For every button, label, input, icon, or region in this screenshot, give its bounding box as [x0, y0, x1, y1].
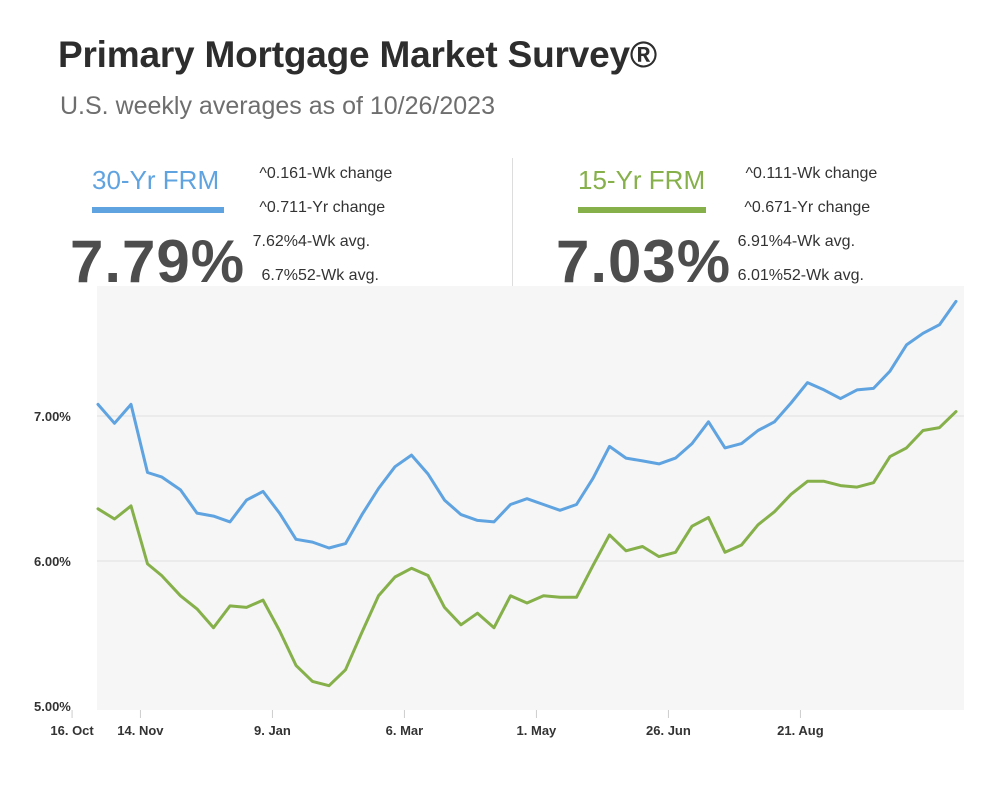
x-tick-label: 6. Mar	[386, 723, 424, 738]
stats-15yr: 1-Wk change ^0.11 1-Yr change ^0.67 4-Wk…	[738, 165, 962, 285]
y-tick-label: 5.00%	[34, 699, 71, 714]
y-tick-label: 6.00%	[34, 554, 71, 569]
stat-label: 1-Yr change	[783, 199, 871, 216]
stats-30yr: 1-Wk change ^0.16 1-Yr change ^0.71 4-Wk…	[253, 165, 476, 285]
rate-block-30yr: 30-Yr FRM 7.79%	[70, 165, 292, 295]
divider	[512, 158, 513, 286]
stat-value: 6.01%	[737, 267, 783, 284]
stat-value: 6.91%	[737, 233, 783, 250]
stat-label: 1-Wk change	[298, 165, 393, 182]
x-tick-label: 14. Nov	[117, 723, 164, 738]
rate-color-bar-15yr	[578, 207, 706, 213]
series-line-30yr	[96, 299, 958, 550]
rate-label-15yr: 15-Yr FRM	[578, 165, 706, 195]
rate-label-30yr: 30-Yr FRM	[92, 165, 220, 195]
stat-value: 6.7%	[261, 267, 298, 284]
stat-value: ^0.71	[259, 199, 298, 216]
rate-value-30yr: 7.79%	[70, 228, 246, 295]
page-subtitle: U.S. weekly averages as of 10/26/2023	[60, 92, 495, 120]
page-title: Primary Mortgage Market Survey®	[58, 34, 657, 75]
y-tick-label: 7.00%	[34, 409, 71, 424]
stat-value: 7.62%	[252, 233, 298, 250]
stat-label: 1-Yr change	[298, 199, 386, 216]
rate-color-bar-30yr	[92, 207, 224, 213]
series-line-15yr	[96, 410, 958, 688]
x-tick-label: 1. May	[517, 723, 558, 738]
stat-label: 1-Wk change	[783, 165, 878, 182]
stat-label: 4-Wk avg.	[783, 233, 856, 250]
stat-label: 52-Wk avg.	[298, 267, 379, 284]
x-tick-label: 21. Aug	[777, 723, 824, 738]
stat-value: ^0.11	[745, 165, 783, 182]
x-tick-label: 16. Oct	[50, 723, 94, 738]
plot-area	[97, 286, 964, 710]
stat-label: 4-Wk avg.	[298, 233, 371, 250]
stat-value: ^0.16	[259, 165, 298, 182]
rate-value-15yr: 7.03%	[556, 228, 732, 295]
x-tick-label: 9. Jan	[254, 723, 291, 738]
rate-block-15yr: 15-Yr FRM 7.03%	[556, 165, 778, 295]
x-tick-label: 26. Jun	[646, 723, 691, 738]
stat-label: 52-Wk avg.	[783, 267, 864, 284]
stat-value: ^0.67	[744, 199, 783, 216]
